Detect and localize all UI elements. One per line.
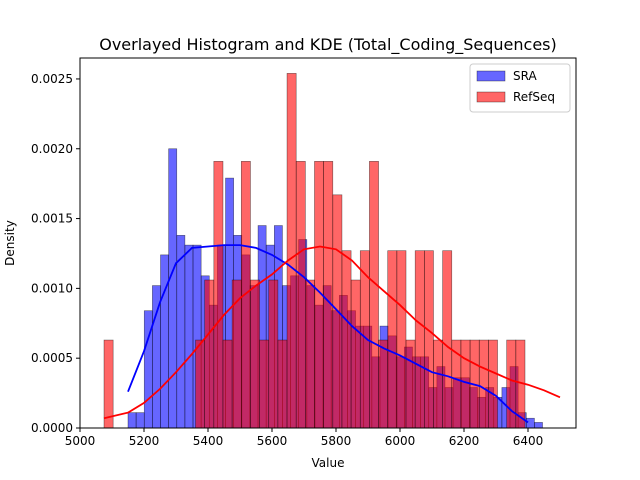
x-tick-label: 5000 [65, 434, 96, 448]
y-tick-label: 0.0015 [31, 212, 73, 226]
x-tick-label: 6200 [449, 434, 480, 448]
refseq-bar [424, 250, 434, 429]
sra-bar [168, 148, 178, 429]
x-axis: 5000 5200 5400 5600 5800 6000 6200 6400 [65, 428, 544, 448]
refseq-bar [414, 250, 425, 429]
kde-layer [103, 244, 561, 424]
y-tick-label: 0.0010 [31, 281, 73, 295]
legend-label: SRA [513, 69, 537, 83]
refseq-bar [259, 339, 270, 429]
refseq-bar [405, 339, 416, 429]
legend-swatch [476, 70, 506, 82]
refseq-bar [506, 339, 517, 429]
x-tick-label: 5800 [321, 434, 352, 448]
refseq-bar [195, 339, 205, 429]
legend-swatch [476, 91, 506, 103]
sra-bar [127, 412, 137, 429]
sra-kde-line [127, 244, 529, 424]
refseq-bar [433, 339, 443, 429]
y-tick-label: 0.0000 [31, 421, 73, 435]
refseq-bar [442, 250, 453, 429]
sra-bar [135, 412, 145, 429]
sra-bar [184, 244, 194, 429]
x-tick-label: 6000 [385, 434, 416, 448]
plot-frame [79, 57, 577, 429]
refseq-kde-line [103, 245, 561, 420]
refseq-bar [268, 279, 279, 429]
sra-bar [160, 254, 169, 429]
refseq-bar [387, 250, 398, 429]
refseq-bar [323, 161, 334, 429]
refseq-bar [213, 161, 224, 429]
y-axis: 0.0000 0.0005 0.0010 0.0015 0.0020 0.0025 [31, 72, 80, 435]
refseq-bar [369, 161, 379, 429]
legend-label: RefSeq [513, 90, 555, 104]
y-tick-label: 0.0020 [31, 142, 73, 156]
refseq-bar [204, 279, 215, 429]
refseq-bar [277, 339, 288, 429]
refseq-bar [295, 161, 306, 429]
refseq-bar [250, 279, 260, 429]
y-axis-label: Density [3, 220, 17, 266]
bars-layer [103, 73, 543, 429]
refseq-bar [341, 250, 352, 429]
y-tick-label: 0.0025 [31, 72, 73, 86]
refseq-bar [286, 73, 297, 429]
x-tick-label: 5200 [129, 434, 160, 448]
refseq-bar [488, 339, 498, 429]
refseq-bar [478, 339, 489, 429]
y-tick-label: 0.0005 [31, 351, 73, 365]
refseq-bar [222, 339, 233, 429]
chart-title: Overlayed Histogram and KDE (Total_Codin… [99, 35, 557, 55]
x-tick-label: 5400 [193, 434, 224, 448]
legend: SRA RefSeq [469, 63, 571, 113]
x-tick-label: 5600 [257, 434, 288, 448]
sra-bar [534, 422, 543, 429]
refseq-bar [396, 250, 407, 429]
refseq-bar [350, 279, 361, 429]
refseq-bar [103, 339, 114, 429]
refseq-bar [305, 279, 315, 429]
x-axis-label: Value [312, 456, 345, 470]
x-tick-label: 6400 [513, 434, 544, 448]
sra-bar [176, 235, 186, 429]
refseq-bar [378, 339, 389, 429]
